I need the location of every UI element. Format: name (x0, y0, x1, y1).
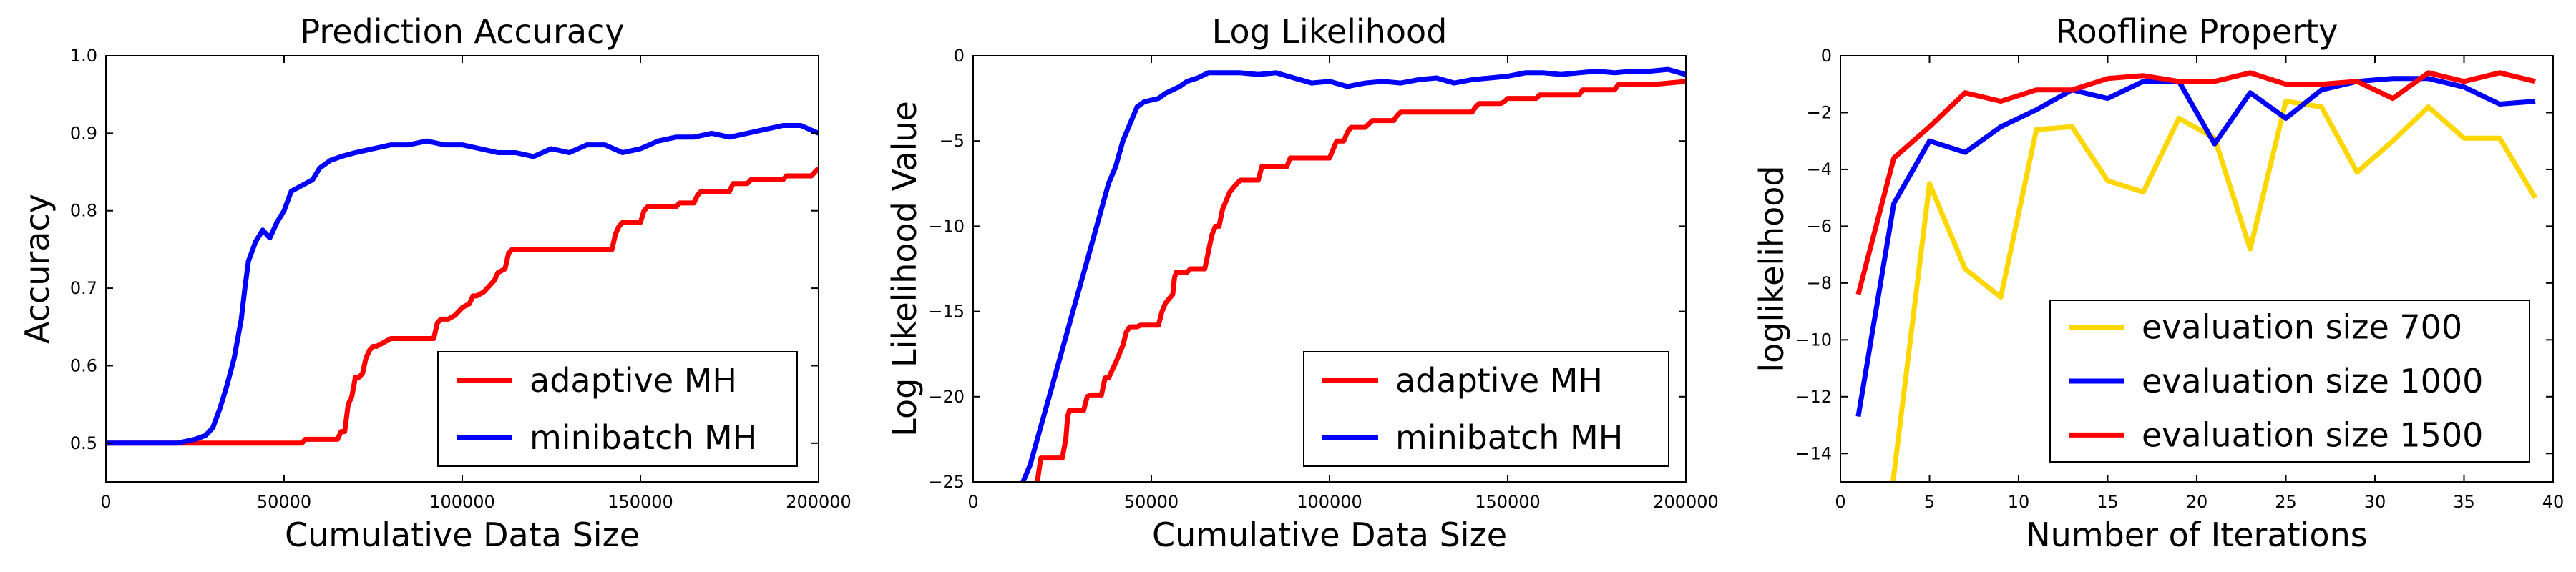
series-line-1 (1890, 99, 2538, 482)
x-axis-label: Cumulative Data Size (1152, 516, 1507, 554)
legend: adaptive MH minibatch MH (1303, 351, 1669, 467)
legend-box (1303, 351, 1669, 467)
x-tick-label: 0 (100, 492, 111, 512)
x-tick-label: 150000 (608, 492, 673, 512)
y-tick-label: −8 (1807, 273, 1832, 293)
y-tick-label: 0 (954, 46, 965, 66)
legend-label: adaptive MH (530, 361, 737, 400)
y-tick-label: −2 (1807, 102, 1832, 122)
y-tick-label: −25 (928, 472, 965, 492)
legend-label: minibatch MH (530, 418, 757, 457)
y-tick-label: 0.7 (70, 278, 97, 298)
chart-3: 0 5 10 15 20 25 30 35 40 −14 −12 −10 −8 −6 −4 −2 0 Roofli… (1752, 12, 2564, 554)
x-tick-label: 35 (2453, 492, 2475, 512)
series-line-2 (106, 123, 819, 446)
series-line-1 (106, 166, 819, 446)
x-tick-label: 50000 (257, 492, 311, 512)
y-tick-label: −15 (928, 302, 965, 322)
x-tick-label: 200000 (1653, 492, 1719, 512)
chart-2: 0 50000 100000 150000 200000 −25 −20 −15 −10 −5 0 L… (885, 12, 1719, 554)
x-tick-label: 0 (967, 492, 978, 512)
y-axis-label: Accuracy (18, 194, 57, 344)
x-axis-label: Number of Iterations (2026, 516, 2367, 554)
legend: evaluation size 700 evaluation size 1000 e… (2049, 300, 2530, 463)
x-tick-label: 200000 (786, 492, 852, 512)
series-line-3 (1855, 70, 2536, 295)
x-tick-label: 10 (2008, 492, 2030, 512)
y-tick-label: −10 (928, 216, 965, 236)
x-tick-label: 5 (1924, 492, 1935, 512)
chart-title: Roofline Property (2056, 12, 2338, 51)
y-tick-label: 0 (1821, 46, 1832, 66)
legend-box (437, 351, 798, 467)
x-tick-label: 100000 (1297, 492, 1362, 512)
y-tick-label: −20 (928, 387, 965, 407)
x-tick-label: 25 (2275, 492, 2297, 512)
y-tick-label: −6 (1807, 216, 1832, 236)
x-tick-label: 0 (1835, 492, 1845, 512)
y-axis-label: loglikelihood (1752, 165, 1791, 372)
legend: adaptive MH minibatch MH (437, 351, 798, 467)
series-group (1855, 70, 2538, 482)
legend-label: adaptive MH (1395, 361, 1603, 400)
y-tick-label: −12 (1795, 387, 1832, 407)
series-line-1 (1035, 79, 1686, 482)
legend-label: minibatch MH (1395, 418, 1623, 457)
chart-title: Prediction Accuracy (300, 12, 624, 51)
x-tick-label: 150000 (1475, 492, 1541, 512)
x-tick-label: 15 (2097, 492, 2119, 512)
x-tick-label: 20 (2186, 492, 2208, 512)
series-line-2 (1020, 66, 1686, 482)
series-group (106, 123, 819, 446)
y-tick-label: 0.8 (70, 201, 97, 221)
y-tick-label: −4 (1807, 159, 1832, 179)
chart-title: Log Likelihood (1212, 12, 1448, 51)
chart-1: 0 50000 100000 150000 200000 0.5 0.6 0.7 0.8 0.9 1… (18, 12, 852, 554)
legend-label: evaluation size 700 (2142, 308, 2462, 347)
y-tick-label: −14 (1795, 443, 1832, 463)
legend-label: evaluation size 1000 (2142, 362, 2483, 400)
y-tick-label: 0.5 (70, 433, 97, 453)
x-tick-label: 50000 (1124, 492, 1179, 512)
x-tick-label: 30 (2364, 492, 2386, 512)
y-tick-label: −5 (940, 131, 965, 151)
y-tick-label: 0.6 (70, 355, 97, 375)
x-tick-label: 100000 (429, 492, 495, 512)
legend-box (2049, 300, 2530, 463)
legend-label: evaluation size 1500 (2142, 415, 2483, 454)
y-tick-label: 0.9 (70, 123, 97, 143)
y-tick-label: −10 (1795, 330, 1832, 350)
y-axis-label: Log Likelihood Value (885, 101, 924, 437)
y-tick-label: 1.0 (70, 46, 97, 66)
x-axis-label: Cumulative Data Size (285, 516, 640, 554)
x-tick-label: 40 (2542, 492, 2565, 512)
series-group (1020, 66, 1686, 482)
